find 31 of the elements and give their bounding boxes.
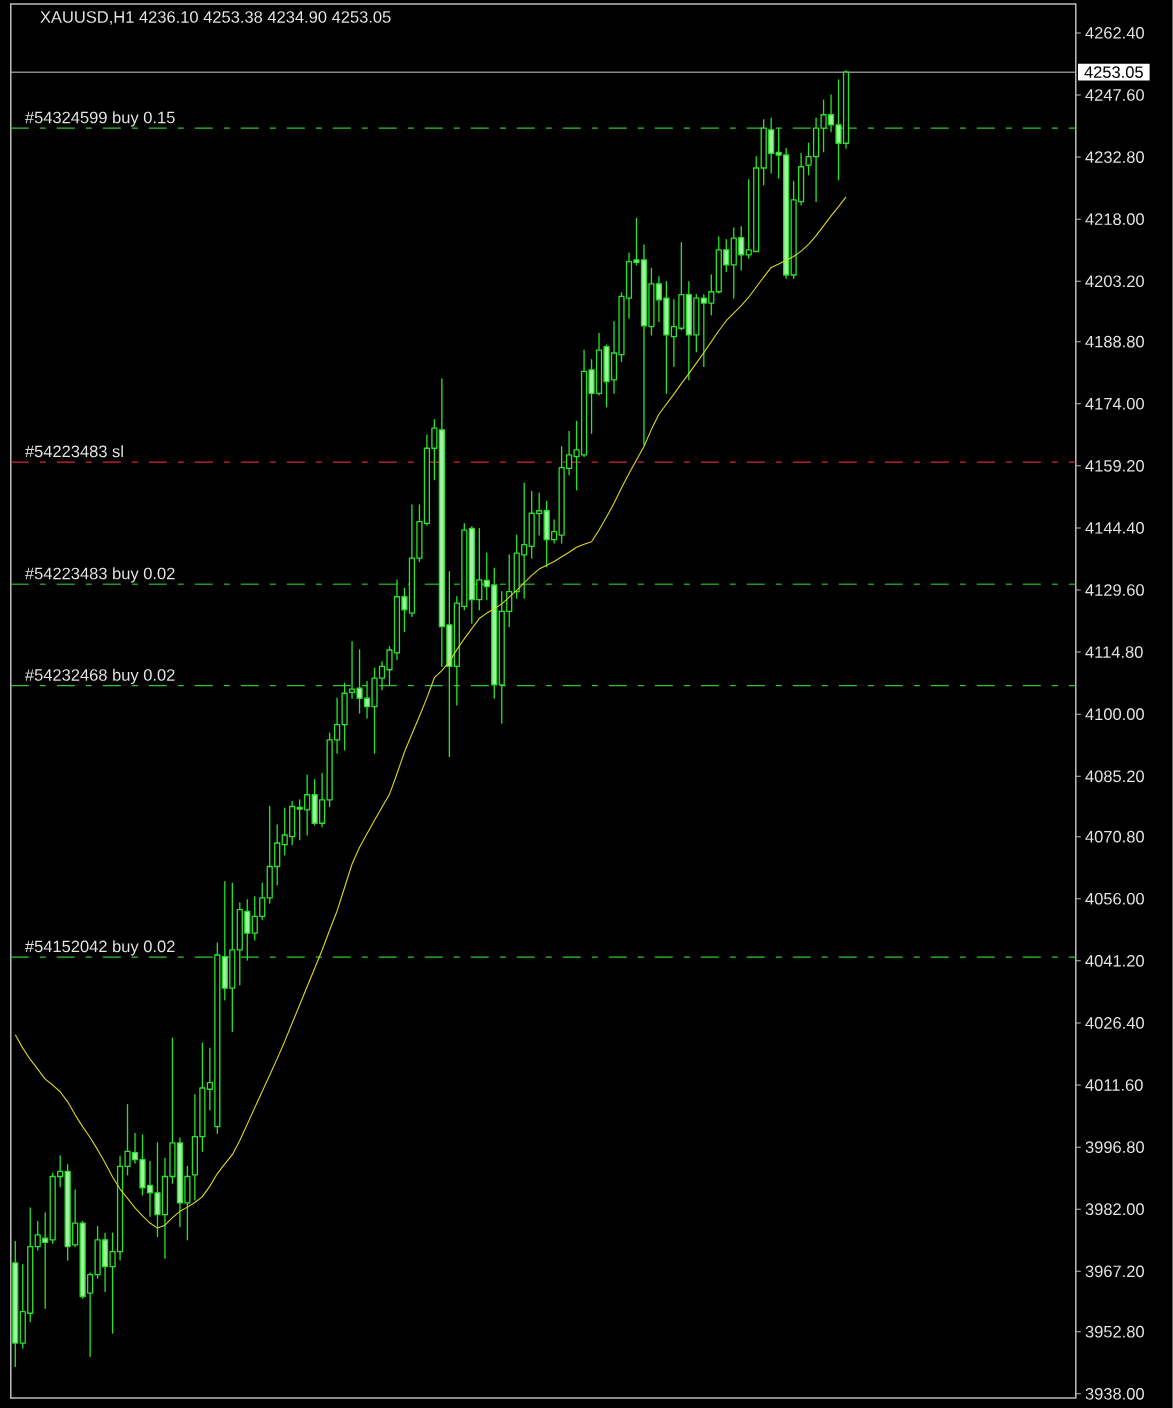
y-tick-label: 4144.40 (1085, 522, 1145, 534)
y-tick-label: 3938.00 (1085, 1387, 1145, 1400)
ref-line-label: #54152042 buy 0.02 (25, 940, 175, 956)
y-tick-label: 4114.80 (1085, 646, 1143, 658)
ref-line-label: #54232468 buy 0.02 (25, 668, 175, 685)
ref-line-label: #54223483 buy 0.02 (25, 567, 175, 583)
y-tick-label: 4129.60 (1085, 584, 1145, 596)
y-tick-label: 4262.40 (1085, 27, 1145, 39)
y-tick-label: 4218.00 (1085, 213, 1145, 226)
y-tick-label: 3967.20 (1085, 1265, 1145, 1278)
y-tick-label: 3996.80 (1085, 1141, 1145, 1153)
y-tick-label: 4188.80 (1085, 335, 1145, 348)
y-tick-label: 4247.60 (1085, 89, 1145, 101)
ref-line-label: #54223483 sl (25, 445, 123, 458)
y-tick-label: 4232.80 (1085, 151, 1145, 163)
y-tick-label: 4011.60 (1085, 1079, 1143, 1091)
y-tick-label: 4056.00 (1085, 892, 1145, 905)
y-tick-label: 4041.20 (1085, 955, 1145, 967)
y-tick-label: 4085.20 (1085, 770, 1145, 783)
y-tick-label: 4026.40 (1085, 1017, 1145, 1029)
y-tick-label: 4174.00 (1085, 397, 1145, 410)
y-tick-label: 4159.20 (1085, 460, 1145, 472)
candlestick (12, 1240, 19, 1368)
y-tick-label: 4203.20 (1085, 275, 1145, 288)
ref-line-label: 4253.05 (1084, 66, 1144, 78)
y-tick-label: 4100.00 (1085, 708, 1145, 721)
y-tick-label: 4070.80 (1085, 830, 1145, 843)
y-tick-label: 3982.00 (1085, 1203, 1145, 1216)
ref-line-label: #54324599 buy 0.15 (25, 111, 175, 127)
chart-title: XAUUSD,H1 4236.10 4253.38 4234.90 4253.05 (40, 11, 391, 25)
y-tick-label: 3952.80 (1085, 1325, 1145, 1338)
